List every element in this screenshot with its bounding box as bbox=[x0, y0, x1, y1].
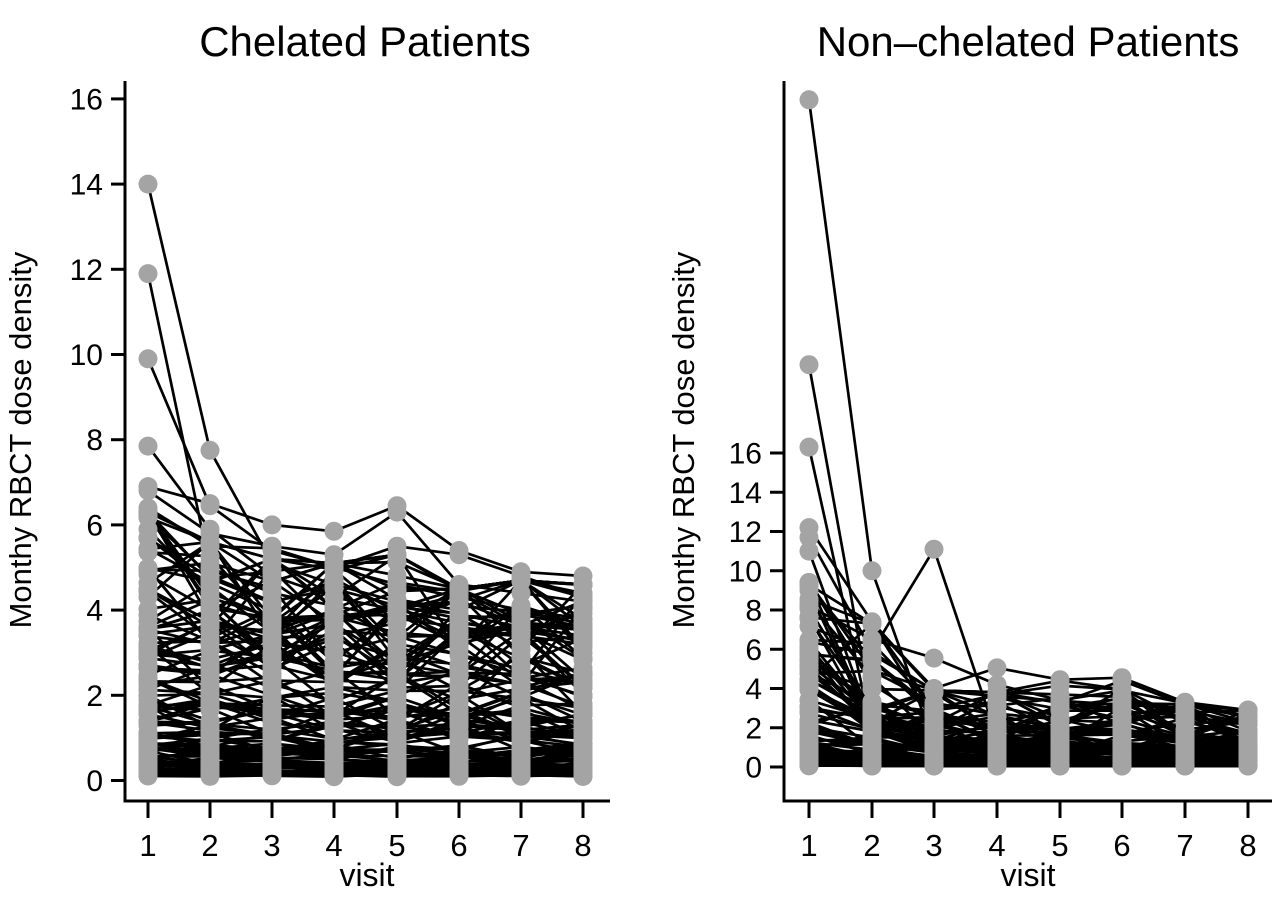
panel-left-title: Chelated Patients bbox=[199, 18, 531, 65]
x-tick-label: 1 bbox=[800, 828, 817, 863]
y-tick-label: 10 bbox=[70, 339, 103, 372]
y-tick-label: 0 bbox=[745, 752, 762, 785]
panel-left-y-axis-label: Monthy RBCT dose density bbox=[3, 251, 38, 628]
y-tick-label: 6 bbox=[86, 509, 103, 542]
x-tick-label: 2 bbox=[863, 828, 880, 863]
y-tick-label: 16 bbox=[70, 83, 103, 116]
panel-right-data-points bbox=[799, 90, 1258, 776]
x-tick-label: 2 bbox=[201, 828, 218, 863]
panel-left-series-lines bbox=[146, 183, 585, 779]
x-tick-label: 7 bbox=[1176, 828, 1193, 863]
x-tick-label: 1 bbox=[139, 828, 156, 863]
y-tick-label: 0 bbox=[86, 765, 103, 798]
y-tick-label: 4 bbox=[745, 673, 762, 706]
y-tick-label: 12 bbox=[729, 516, 762, 549]
x-tick-label: 4 bbox=[325, 828, 342, 863]
panel-right-series-lines bbox=[807, 99, 1249, 768]
y-tick-label: 10 bbox=[729, 555, 762, 588]
x-tick-label: 3 bbox=[925, 828, 942, 863]
x-tick-label: 5 bbox=[388, 828, 405, 863]
x-tick-label: 4 bbox=[988, 828, 1005, 863]
x-tick-label: 5 bbox=[1051, 828, 1068, 863]
panel-left-data-points bbox=[138, 174, 593, 787]
y-tick-label: 14 bbox=[729, 477, 762, 510]
y-tick-label: 8 bbox=[745, 595, 762, 628]
y-tick-label: 2 bbox=[86, 680, 103, 713]
x-tick-label: 8 bbox=[1239, 828, 1256, 863]
x-tick-label: 6 bbox=[450, 828, 467, 863]
y-tick-label: 8 bbox=[86, 424, 103, 457]
y-tick-label: 2 bbox=[745, 712, 762, 745]
x-tick-label: 3 bbox=[263, 828, 280, 863]
panel-right-y-axis-label: Monthy RBCT dose density bbox=[666, 251, 701, 628]
panel-left-x-axis-label: visit bbox=[339, 857, 394, 893]
y-tick-label: 12 bbox=[70, 254, 103, 287]
y-tick-label: 14 bbox=[70, 169, 103, 202]
x-tick-label: 8 bbox=[574, 828, 591, 863]
y-tick-label: 16 bbox=[729, 438, 762, 471]
y-tick-label: 4 bbox=[86, 595, 103, 628]
x-tick-label: 6 bbox=[1113, 828, 1130, 863]
y-tick-label: 6 bbox=[745, 634, 762, 667]
x-tick-label: 7 bbox=[512, 828, 529, 863]
panel-right-x-axis-label: visit bbox=[1000, 857, 1055, 893]
panel-right-title: Non–chelated Patients bbox=[817, 18, 1240, 65]
